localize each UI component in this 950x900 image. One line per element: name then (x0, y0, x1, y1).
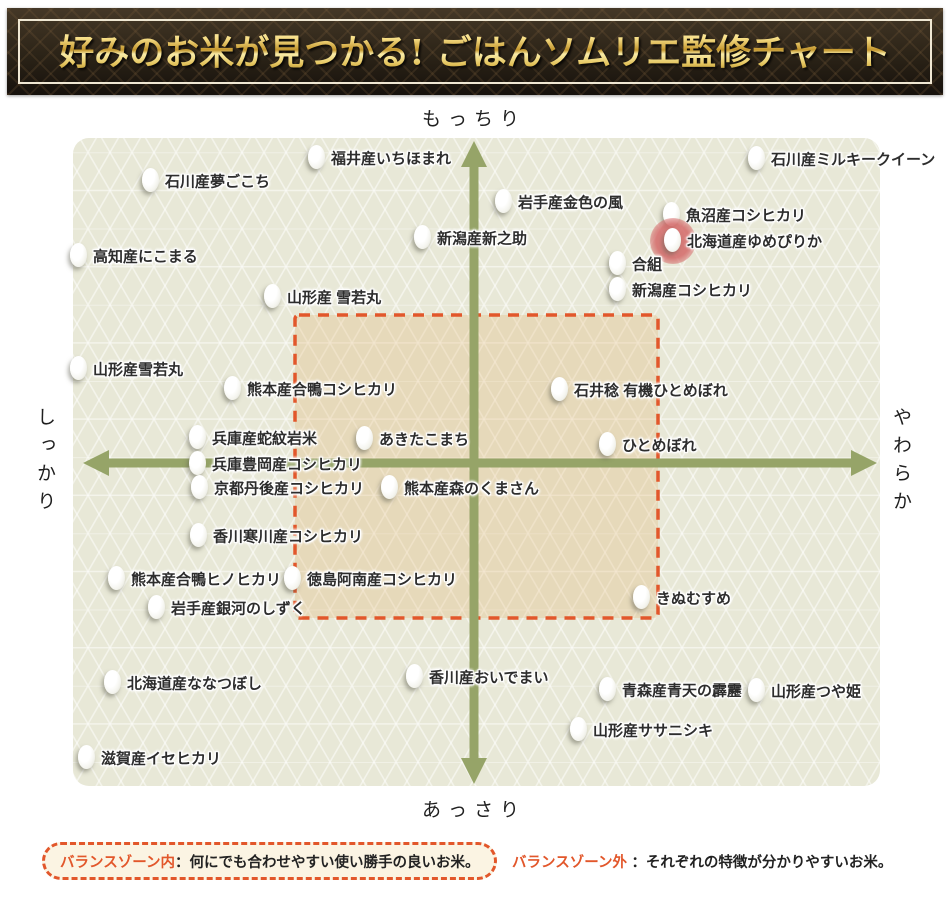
arrow-up-icon (461, 141, 487, 167)
arrow-left-icon (83, 450, 109, 476)
axis-label-assari: あっさり (421, 799, 527, 821)
rice-grain-icon (70, 356, 87, 380)
rice-grain-icon (599, 677, 616, 701)
rice-label: 熊本産合鴨コシヒカリ (247, 381, 398, 399)
horizontal-axis (103, 458, 852, 468)
rice-label: 魚沼産コシヒカリ (686, 207, 807, 225)
rice-label: 新潟産コシヒカリ (632, 282, 753, 300)
rice-grain-icon (495, 189, 512, 213)
rice-label: 青森産青天の霹靂 (622, 682, 743, 700)
rice-label: 山形産ササニシキ (593, 722, 714, 740)
rice-label: 滋賀産イセヒカリ (101, 750, 222, 768)
rice-label: 熊本産合鴨ヒノヒカリ (131, 571, 282, 589)
rice-label: 石川産夢ごこち (165, 173, 271, 191)
rice-grain-icon (70, 243, 87, 267)
rice-label: あきたこまち (379, 431, 470, 449)
title-banner: 好みのお米が見つかる! ごはんソムリエ監修チャート (7, 8, 943, 95)
rice-label: 熊本産森のくまさん (404, 480, 540, 498)
rice-grain-icon (142, 168, 159, 192)
legend-inside-box: バランスゾーン内 ：何にでも合わせやすい使い勝手の良いお米。 (42, 842, 498, 880)
rice-label: 岩手産銀河のしずく (171, 600, 306, 618)
rice-grain-icon (664, 228, 681, 252)
rice-grain-icon (189, 425, 206, 449)
rice-label: 北海道産ゆめぴりか (687, 233, 823, 251)
legend-outside: バランスゾーン外 ：それぞれの特徴が分かりやすいお米。 (512, 851, 892, 872)
legend-inside-label: バランスゾーン内 (60, 854, 175, 871)
rice-label: 高知産にこまる (93, 248, 198, 266)
rice-grain-icon (748, 146, 765, 170)
rice-label: 山形産つや姫 (771, 683, 862, 701)
rice-grain-icon (356, 426, 373, 450)
rice-label: きぬむすめ (656, 590, 732, 608)
rice-grain-icon (148, 595, 165, 619)
rice-grain-icon (599, 432, 616, 456)
rice-grain-icon (189, 451, 206, 475)
rice-label: 新潟産新之助 (437, 230, 528, 248)
rice-grain-icon (264, 284, 281, 308)
rice-grain-icon (414, 225, 431, 249)
rice-label: 合組 (632, 256, 663, 274)
axis-label-mochiri: もっちり (421, 108, 527, 130)
legend-outside-desc: ：それぞれの特徴が分かりやすいお米。 (631, 855, 893, 871)
rice-grain-icon (748, 678, 765, 702)
rice-grain-icon (104, 670, 121, 694)
rice-label: 兵庫豊岡産コシヒカリ (212, 456, 363, 474)
rice-label: 福井産いちほまれ (331, 150, 452, 168)
rice-grain-icon (190, 523, 207, 547)
rice-grain-icon (633, 585, 650, 609)
rice-grain-icon (609, 277, 626, 301)
axes-arrows (83, 141, 877, 784)
rice-grain-icon (551, 377, 568, 401)
rice-label: 石井稔 有機ひとめぼれ (574, 382, 728, 400)
rice-grain-icon (224, 376, 241, 400)
rice-label: 徳島阿南産コシヒカリ (307, 571, 458, 589)
legend-inside-desc: ：何にでも合わせやすい使い勝手の良いお米。 (174, 854, 480, 871)
rice-label: 岩手産金色の風 (518, 194, 624, 212)
rice-grain-icon (381, 475, 398, 499)
rice-label: 山形産 雪若丸 (287, 289, 382, 307)
rice-grain-icon (406, 664, 423, 688)
rice-label: 北海道産ななつぼし (127, 675, 263, 693)
rice-label: ひとめぼれ (622, 437, 697, 455)
rice-grain-icon (191, 475, 208, 499)
legend: バランスゾーン内 ：何にでも合わせやすい使い勝手の良いお米。 バランスゾーン外 … (0, 838, 950, 888)
page-title: 好みのお米が見つかる! ごはんソムリエ監修チャート (7, 24, 943, 75)
rice-label: 石川産ミルキークイーン (771, 151, 936, 169)
arrow-down-icon (461, 758, 487, 784)
rice-label: 山形産雪若丸 (93, 361, 184, 379)
legend-outside-label: バランスゾーン外 (512, 855, 627, 871)
rice-grain-icon (284, 566, 301, 590)
axis-label-yawaraka: やわらか (890, 407, 912, 519)
rice-label: 兵庫産蛇紋岩米 (212, 430, 318, 448)
arrow-right-icon (851, 450, 877, 476)
rice-grain-icon (308, 145, 325, 169)
rice-label: 香川寒川産コシヒカリ (213, 528, 364, 546)
rice-label: 香川産おいでまい (429, 669, 549, 687)
rice-grain-icon (78, 745, 95, 769)
rice-grain-icon (570, 717, 587, 741)
rice-label: 京都丹後産コシヒカリ (214, 480, 365, 498)
rice-grain-icon (609, 251, 626, 275)
rice-grain-icon (108, 566, 125, 590)
axis-label-shikkari: しっかり (34, 407, 56, 519)
